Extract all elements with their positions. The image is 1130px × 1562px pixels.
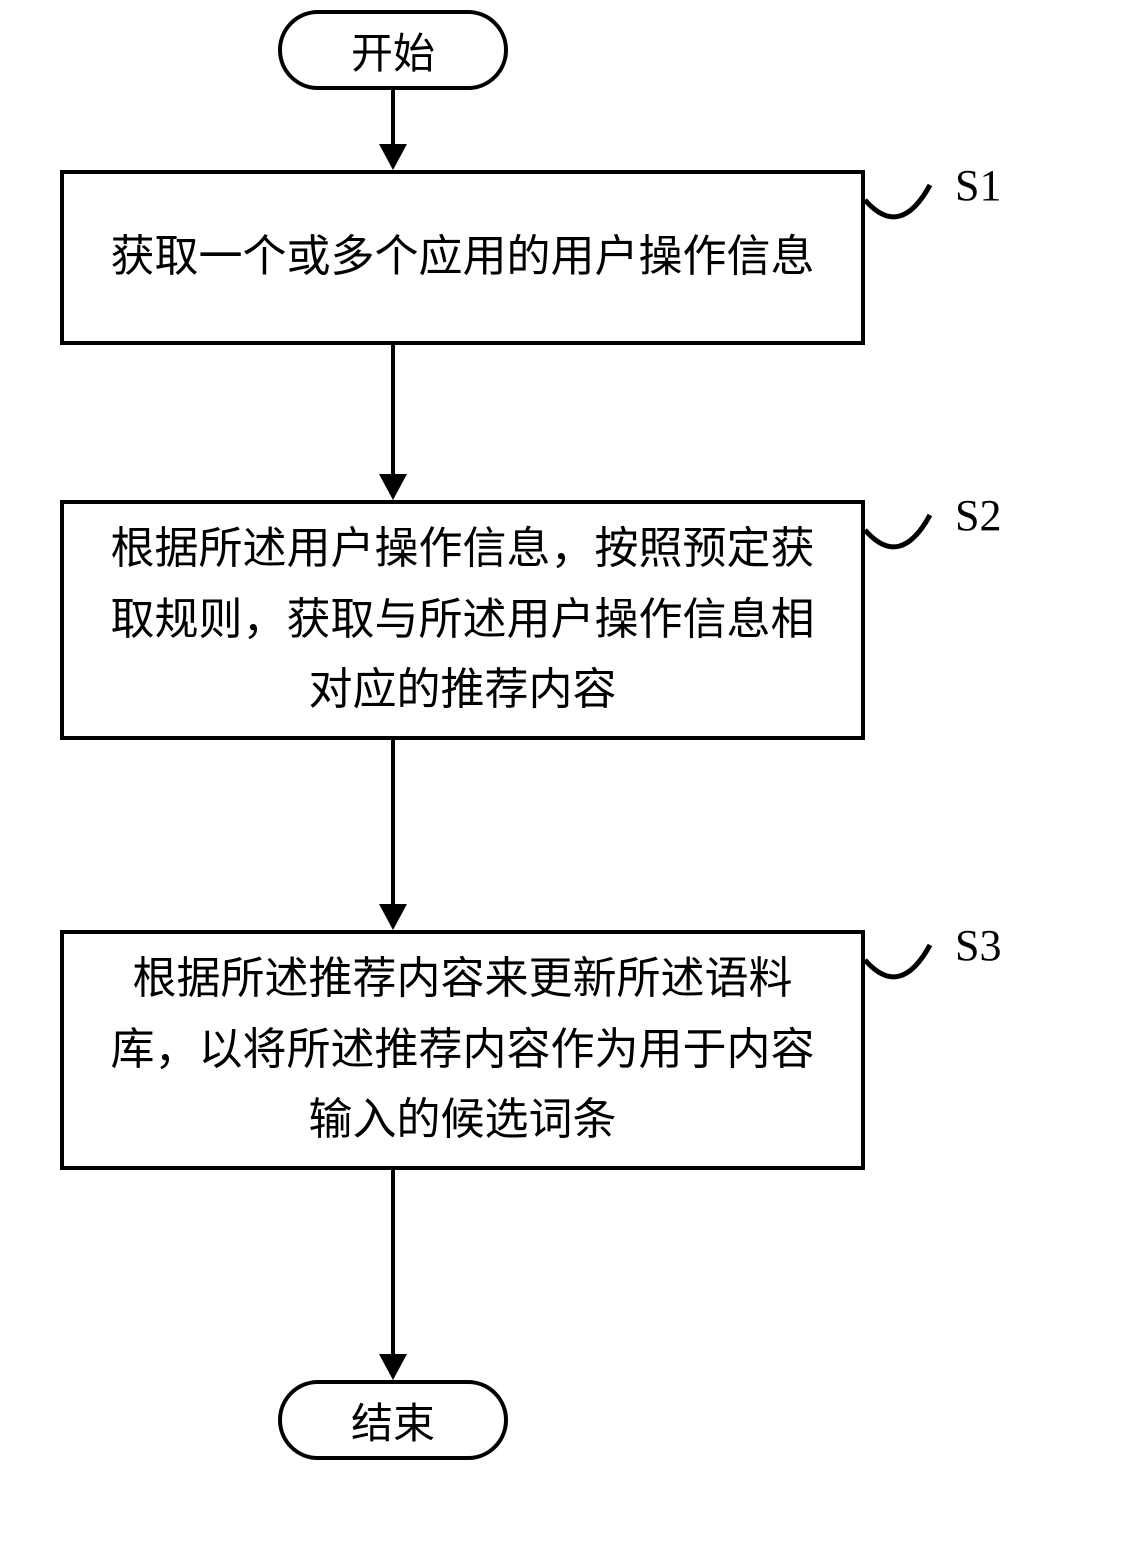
label-s1: S1 [955,160,1001,211]
label-s3: S3 [955,920,1001,971]
arrow-start-s1 [391,90,395,146]
flowchart-container: 开始 获取一个或多个应用的用户操作信息 S1 根据所述用户操作信息，按照预定获取… [0,0,1130,1562]
process-s3-text: 根据所述推荐内容来更新所述语料库，以将所述推荐内容作为用于内容输入的候选词条 [94,944,831,1155]
arrow-s3-end [391,1170,395,1355]
end-node: 结束 [278,1380,508,1460]
process-s1: 获取一个或多个应用的用户操作信息 [60,170,865,345]
end-label: 结束 [351,1390,435,1451]
process-s1-text: 获取一个或多个应用的用户操作信息 [111,222,815,292]
arrow-s2-s3 [391,740,395,905]
process-s3: 根据所述推荐内容来更新所述语料库，以将所述推荐内容作为用于内容输入的候选词条 [60,930,865,1170]
curve-s1 [860,170,960,270]
start-label: 开始 [351,20,435,81]
arrow-head-s2-s3 [379,904,407,930]
arrow-s1-s2 [391,345,395,475]
arrow-head-s3-end [379,1354,407,1380]
label-s2: S2 [955,490,1001,541]
curve-s2 [860,500,960,600]
process-s2-text: 根据所述用户操作信息，按照预定获取规则，获取与所述用户操作信息相对应的推荐内容 [94,514,831,725]
arrow-head-s1-s2 [379,474,407,500]
process-s2: 根据所述用户操作信息，按照预定获取规则，获取与所述用户操作信息相对应的推荐内容 [60,500,865,740]
arrow-head-start-s1 [379,144,407,170]
start-node: 开始 [278,10,508,90]
curve-s3 [860,930,960,1030]
